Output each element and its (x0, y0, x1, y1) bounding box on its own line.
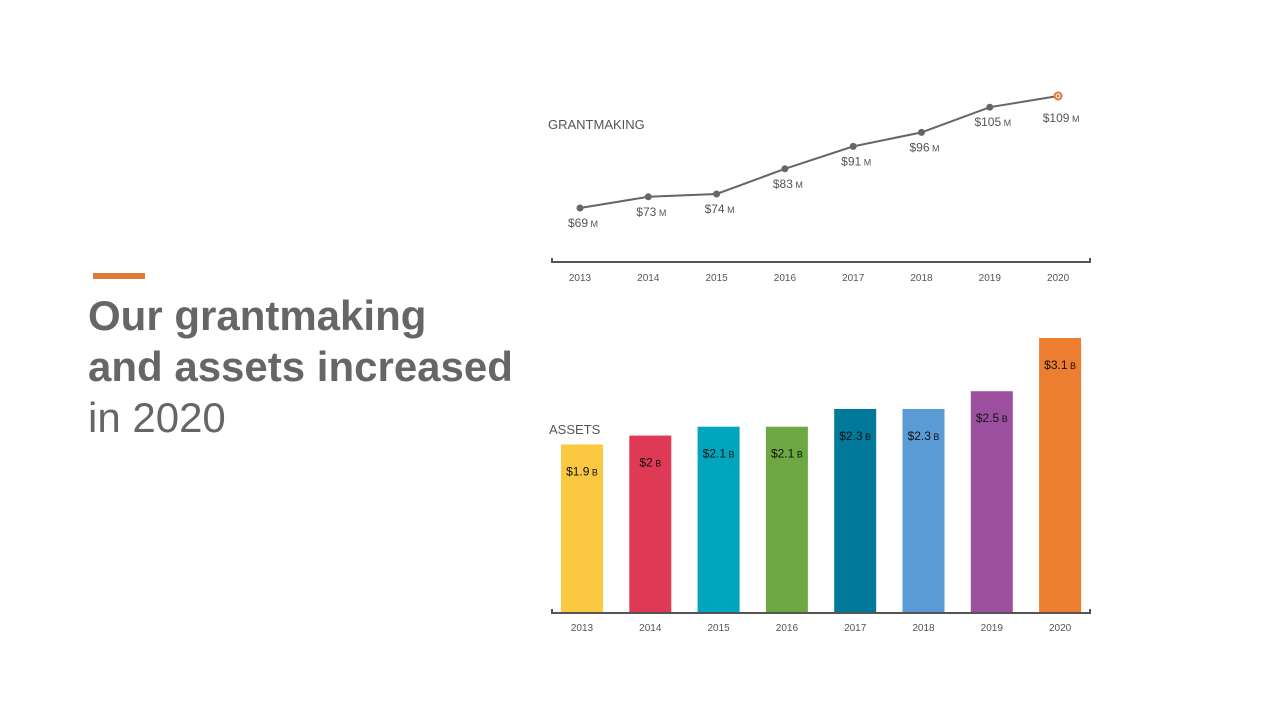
data-label: $3.1 B (1044, 358, 1076, 372)
data-label: $91 M (841, 154, 871, 168)
data-point (918, 128, 925, 136)
bar (1039, 338, 1082, 613)
data-label: $74 M (705, 202, 735, 216)
tick-label: 2014 (637, 273, 660, 284)
tick-label: 2013 (569, 273, 592, 284)
bar (765, 426, 808, 613)
data-point (986, 103, 994, 111)
data-point (1053, 91, 1063, 101)
tick-label: 2015 (707, 623, 730, 634)
data-label: $2 B (639, 456, 661, 470)
tick-label: 2017 (842, 273, 865, 284)
title-line-3: in 2020 (88, 394, 226, 441)
data-label: $2.3 B (908, 429, 940, 443)
data-label: $2.5 B (976, 411, 1008, 425)
data-line (579, 95, 1059, 209)
page-title: Our grantmaking and assets increased in … (88, 290, 528, 443)
bar (561, 444, 603, 613)
bar (834, 408, 877, 613)
tick-label: 2018 (910, 273, 933, 284)
bar (629, 435, 672, 613)
tick-label: 2020 (1047, 273, 1070, 284)
tick-label: 2018 (912, 623, 935, 634)
data-label: $83 M (773, 177, 803, 191)
tick-label: 2015 (705, 273, 728, 284)
bar (697, 426, 740, 613)
title-line-2: and assets increased (88, 343, 513, 390)
data-point (576, 204, 584, 212)
tick-label: 2019 (979, 273, 1002, 284)
tick-label: 2014 (639, 623, 662, 634)
data-label: $2.1 B (771, 447, 803, 461)
data-label: $96 M (909, 140, 939, 154)
tick-label: 2016 (776, 623, 799, 634)
data-label: $73 M (636, 205, 666, 219)
data-point (1055, 93, 1061, 99)
bar (902, 408, 945, 613)
tick-label: 2013 (571, 623, 594, 634)
data-label: $109 M (1043, 111, 1080, 125)
tick-label: 2019 (981, 623, 1004, 634)
data-point (781, 165, 789, 173)
accent-bar (93, 273, 145, 279)
data-label: $2.1 B (703, 447, 735, 461)
data-point (644, 193, 652, 201)
data-point (713, 190, 721, 198)
tick-label: 2017 (844, 623, 867, 634)
data-label: $2.3 B (839, 429, 871, 443)
chart-title: ASSETS (549, 422, 601, 437)
data-label: $105 M (974, 115, 1011, 129)
tick-label: 2020 (1049, 623, 1072, 634)
data-label: $69 M (568, 216, 598, 230)
bar (970, 391, 1013, 613)
data-label: $1.9 B (566, 464, 598, 478)
data-point (849, 142, 857, 150)
chart-title: GRANTMAKING (548, 117, 645, 132)
tick-label: 2016 (774, 273, 797, 284)
title-line-1: Our grantmaking (88, 292, 427, 339)
